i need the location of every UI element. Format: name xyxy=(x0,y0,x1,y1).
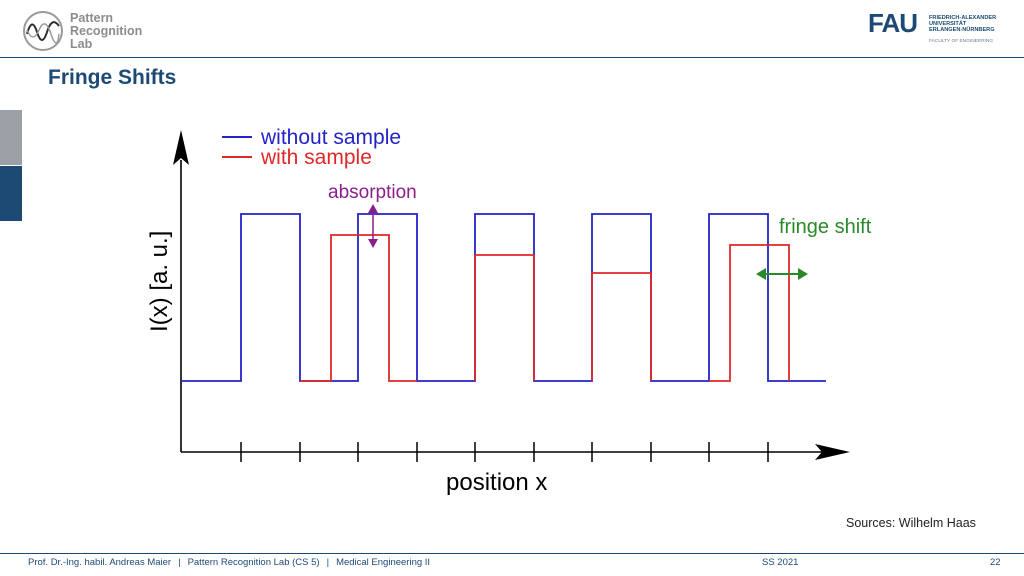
lab-logo-icon xyxy=(23,11,63,51)
fau-faculty: FACULTY OF ENGINEERING xyxy=(929,39,994,44)
absorption-arrow-down-icon xyxy=(368,239,378,248)
fringe-shift-label: fringe shift xyxy=(779,216,872,238)
header-divider xyxy=(0,57,1024,58)
x-ticks xyxy=(240,442,769,462)
footer-semester: SS 2021 xyxy=(762,557,799,568)
footer: Prof. Dr.-Ing. habil. Andreas Maier | Patt… xyxy=(28,557,430,568)
footer-lab: Pattern Recognition Lab (CS 5) xyxy=(187,557,320,568)
lab-logo-text: Pattern Recognition Lab xyxy=(70,12,142,51)
absorption-label: absorption xyxy=(328,182,417,203)
logo-line-2: Recognition xyxy=(70,24,143,38)
sources-note: Sources: Wilhelm Haas xyxy=(846,516,976,530)
fau-line-2: UNIVERSITÄT xyxy=(929,21,967,28)
fau-mark: FAU xyxy=(868,8,918,38)
footer-course: Medical Engineering II xyxy=(336,557,431,568)
x-axis-arrow-icon xyxy=(815,444,850,460)
footer-separator: | xyxy=(178,557,181,568)
series-without-sample xyxy=(181,213,826,382)
logo-line-1: Pattern xyxy=(70,11,114,25)
logo-line-3: Lab xyxy=(70,37,93,51)
y-axis-arrow-icon xyxy=(173,130,189,165)
side-marker-blue xyxy=(0,166,22,221)
fringe-shift-arrow-right-icon xyxy=(798,268,808,280)
absorption-arrow-up-icon xyxy=(368,204,378,213)
footer-divider xyxy=(0,553,1024,554)
legend-label-without-sample: without sample xyxy=(260,126,401,149)
legend-label-with-sample: with sample xyxy=(260,146,372,169)
fau-university-name: FRIEDRICH-ALEXANDER UNIVERSITÄT ERLANGEN… xyxy=(929,15,996,34)
fau-line-3: ERLANGEN-NÜRNBERG xyxy=(929,27,995,34)
footer-separator: | xyxy=(326,557,330,568)
y-axis-label: I(x) [a. u.] xyxy=(146,231,173,332)
pattern-recognition-lab-logo: Pattern Recognition Lab xyxy=(22,10,172,54)
slide-title: Fringe Shifts xyxy=(48,66,177,89)
fau-logo: FAU FRIEDRICH-ALEXANDER UNIVERSITÄT ERLA… xyxy=(868,8,1008,48)
fau-line-1: FRIEDRICH-ALEXANDER xyxy=(929,15,997,21)
footer-author: Prof. Dr.-Ing. habil. Andreas Maier xyxy=(28,557,172,568)
fringe-shift-arrow-left-icon xyxy=(756,268,766,280)
side-marker-grey xyxy=(0,110,22,165)
series-with-sample xyxy=(300,234,790,382)
page-number: 22 xyxy=(990,557,1001,568)
x-axis-label: position x xyxy=(446,469,547,496)
